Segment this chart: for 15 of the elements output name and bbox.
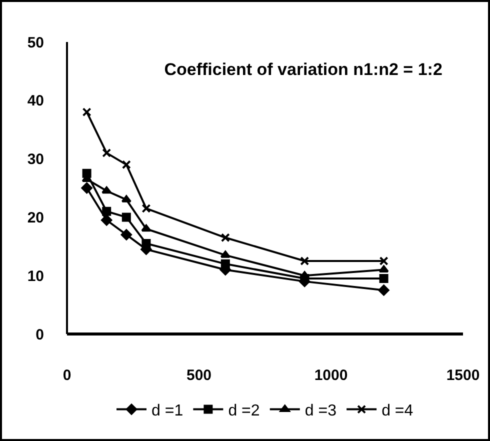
y-tick-label: 0 [36,326,44,344]
y-tick-label: 40 [27,92,44,110]
legend-label: d =3 [304,402,337,420]
x-tick-label: 0 [62,367,72,384]
x-tick-label: 1000 [314,367,348,384]
x-tick-label: 500 [186,367,212,384]
legend-label: d =2 [228,402,260,420]
x-tick-label: 1500 [446,367,480,384]
y-tick-label: 20 [27,209,44,226]
legend-label: d =1 [152,402,184,420]
y-tick-label: 30 [27,151,44,168]
legend-label: d =4 [382,402,414,420]
y-tick-label: 10 [27,268,44,285]
y-tick-label: 50 [27,34,44,52]
text: Coefficient of variation n1:n2 = 1:2 [164,60,442,80]
